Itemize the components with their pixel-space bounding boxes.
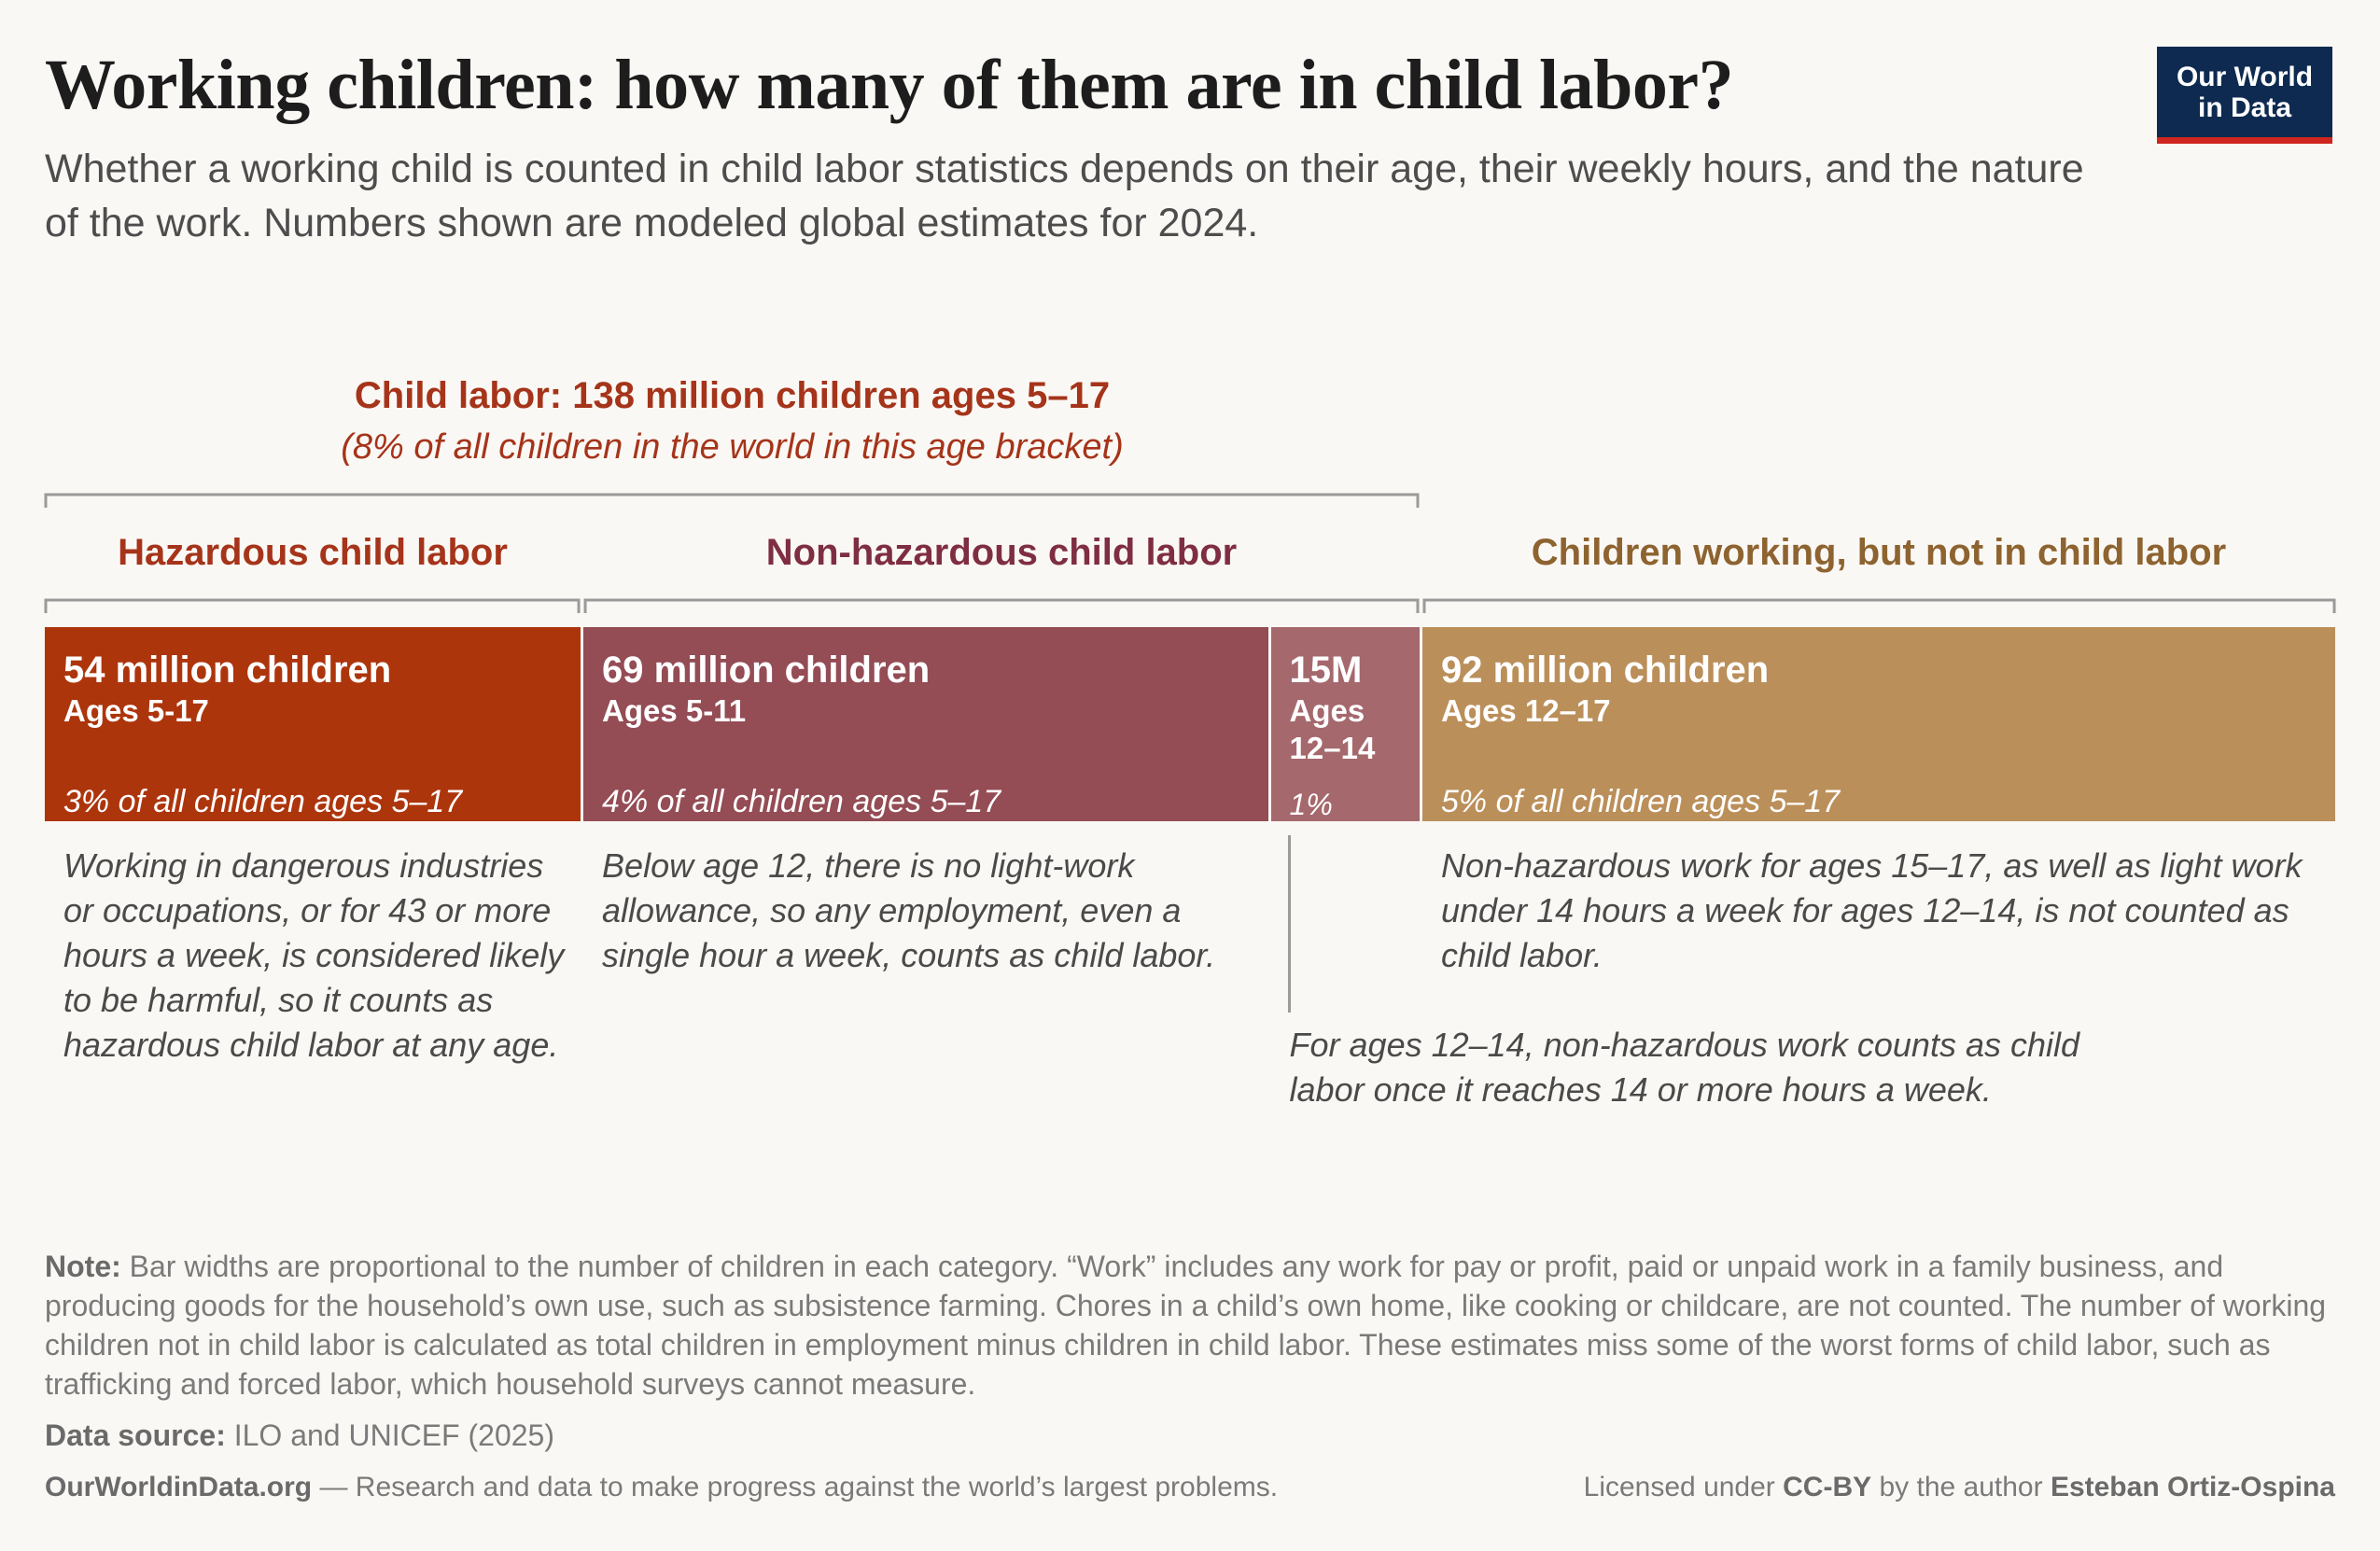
- bar-value-label: 92 million children: [1441, 650, 1770, 691]
- bar-hazardous: 54 million children Ages 5-17 3% of all …: [45, 627, 581, 821]
- site-tagline: — Research and data to make progress aga…: [312, 1472, 1279, 1502]
- bar-nonhazardous-12-14: 15M Ages 12–14 1%: [1270, 627, 1420, 821]
- not-child-labor-bracket: [1422, 598, 2336, 613]
- license-prefix: Licensed under: [1583, 1472, 1784, 1502]
- footnote-text: Bar widths are proportional to the numbe…: [45, 1250, 2327, 1401]
- bar-not-child-labor: 92 million children Ages 12–17 5% of all…: [1422, 627, 2335, 821]
- hazardous-annotation: Working in dangerous industries or occup…: [63, 846, 565, 1064]
- footnote-label: Note:: [45, 1250, 121, 1283]
- under-12-annotation: Below age 12, there is no light-work all…: [602, 846, 1216, 974]
- bar-age-label: Ages 5-17: [63, 693, 209, 728]
- bar-age-label: Ages 12–17: [1441, 693, 1611, 728]
- owid-logo[interactable]: Our World in Data: [2157, 47, 2332, 144]
- chart-subtitle: Whether a working child is counted in ch…: [45, 147, 2084, 245]
- author-name: Esteban Ortiz-Ospina: [2050, 1472, 2335, 1502]
- child-labor-group-subtitle: (8% of all children in the world in this…: [341, 427, 1124, 467]
- data-source: Data source: ILO and UNICEF (2025): [45, 1418, 554, 1453]
- non-hazardous-label: Non-hazardous child labor: [765, 532, 1238, 573]
- footer-site: OurWorldinData.org — Research and data t…: [45, 1472, 1278, 1503]
- bar-age-label-line1: Ages: [1289, 693, 1365, 728]
- license-link[interactable]: CC-BY: [1783, 1472, 1872, 1502]
- logo-line-1: Our World: [2176, 61, 2314, 92]
- bar-share-label: 4% of all children ages 5–17: [602, 784, 1001, 819]
- chart-title: Working children: how many of them are i…: [45, 46, 1734, 124]
- not-child-labor-label: Children working, but not in child labor: [1531, 532, 2227, 573]
- bar-age-label-line2: 12–14: [1289, 731, 1376, 765]
- bar-share-label: 5% of all children ages 5–17: [1441, 784, 1841, 819]
- child-labor-bracket: [44, 493, 1420, 508]
- bar-share-label: 1%: [1289, 788, 1333, 821]
- non-hazardous-bracket: [583, 598, 1420, 613]
- bar-value-label: 15M: [1289, 650, 1363, 691]
- bar-nonhazardous-under12: 69 million children Ages 5-11 4% of all …: [583, 627, 1268, 821]
- hazardous-bracket: [44, 598, 581, 613]
- bar-value-label: 69 million children: [602, 650, 931, 691]
- logo-line-2: in Data: [2197, 91, 2292, 123]
- hazardous-label: Hazardous child labor: [118, 532, 508, 573]
- footer-license: Licensed under CC-BY by the author Esteb…: [1584, 1472, 2335, 1503]
- footnote: Note: Bar widths are proportional to the…: [45, 1247, 2341, 1404]
- ages-12-14-annotation: For ages 12–14, non-hazardous work count…: [1289, 1026, 2080, 1109]
- data-source-text: ILO and UNICEF (2025): [233, 1418, 554, 1452]
- site-link[interactable]: OurWorldinData.org: [45, 1472, 313, 1502]
- author-prefix: by the author: [1871, 1472, 2051, 1502]
- bar-share-label: 3% of all children ages 5–17: [63, 784, 463, 819]
- not-child-labor-annotation: Non-hazardous work for ages 15–17, as we…: [1441, 846, 2303, 974]
- bar-age-label: Ages 5-11: [602, 693, 747, 728]
- child-labor-group-title: Child labor: 138 million children ages 5…: [354, 375, 1111, 416]
- data-source-label: Data source:: [45, 1418, 226, 1452]
- bar-value-label: 54 million children: [63, 650, 392, 691]
